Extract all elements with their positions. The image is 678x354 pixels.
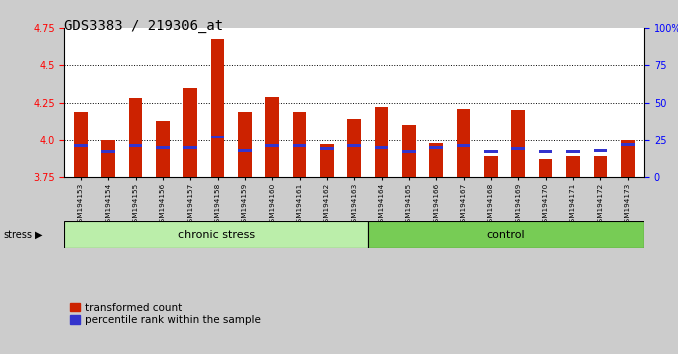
Bar [293, 144, 306, 147]
Bar [429, 146, 443, 149]
Bar [429, 143, 443, 177]
Bar [64, 221, 368, 248]
Bar [265, 97, 279, 177]
Bar [183, 88, 197, 177]
Bar [156, 146, 170, 149]
Bar [320, 147, 334, 150]
Bar [375, 146, 388, 149]
Bar [347, 119, 361, 177]
Bar [566, 150, 580, 153]
Bar [539, 150, 553, 153]
Bar [484, 150, 498, 153]
Bar [621, 140, 635, 177]
Bar [539, 159, 553, 177]
Bar [566, 156, 580, 177]
Legend: transformed count, percentile rank within the sample: transformed count, percentile rank withi… [70, 303, 261, 325]
Bar [211, 39, 224, 177]
Bar [265, 144, 279, 147]
Bar [457, 109, 471, 177]
Bar [593, 156, 607, 177]
Bar [293, 112, 306, 177]
Bar [74, 112, 87, 177]
Bar [511, 110, 525, 177]
Bar [320, 144, 334, 177]
Bar [511, 147, 525, 150]
Bar [593, 149, 607, 152]
Bar [375, 107, 388, 177]
Bar [402, 125, 416, 177]
Bar [238, 112, 252, 177]
Bar [457, 144, 471, 147]
Text: GDS3383 / 219306_at: GDS3383 / 219306_at [64, 19, 224, 34]
Bar [621, 143, 635, 145]
Text: stress: stress [3, 229, 33, 240]
Text: ▶: ▶ [35, 229, 43, 240]
Bar [347, 144, 361, 147]
Bar [129, 144, 142, 147]
Bar [156, 120, 170, 177]
Bar [211, 136, 224, 138]
Text: chronic stress: chronic stress [178, 229, 255, 240]
Bar [101, 140, 115, 177]
Bar [74, 144, 87, 147]
Text: control: control [487, 229, 525, 240]
Bar [129, 98, 142, 177]
Bar [183, 146, 197, 149]
Bar [238, 149, 252, 152]
Bar [101, 150, 115, 153]
Bar [402, 150, 416, 153]
Bar [368, 221, 644, 248]
Bar [484, 156, 498, 177]
